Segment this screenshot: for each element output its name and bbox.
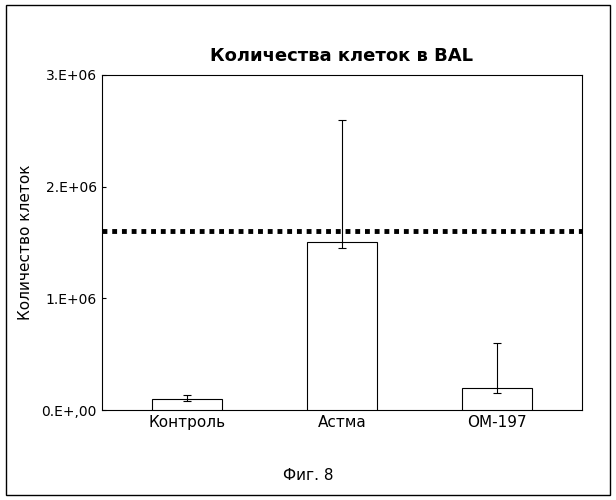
Title: Количества клеток в BAL: Количества клеток в BAL <box>211 47 473 65</box>
Bar <box>307 242 377 410</box>
Text: Фиг. 8: Фиг. 8 <box>283 468 333 483</box>
Y-axis label: Количество клеток: Количество клеток <box>18 165 33 320</box>
Bar <box>462 388 532 410</box>
Bar <box>152 399 222 410</box>
